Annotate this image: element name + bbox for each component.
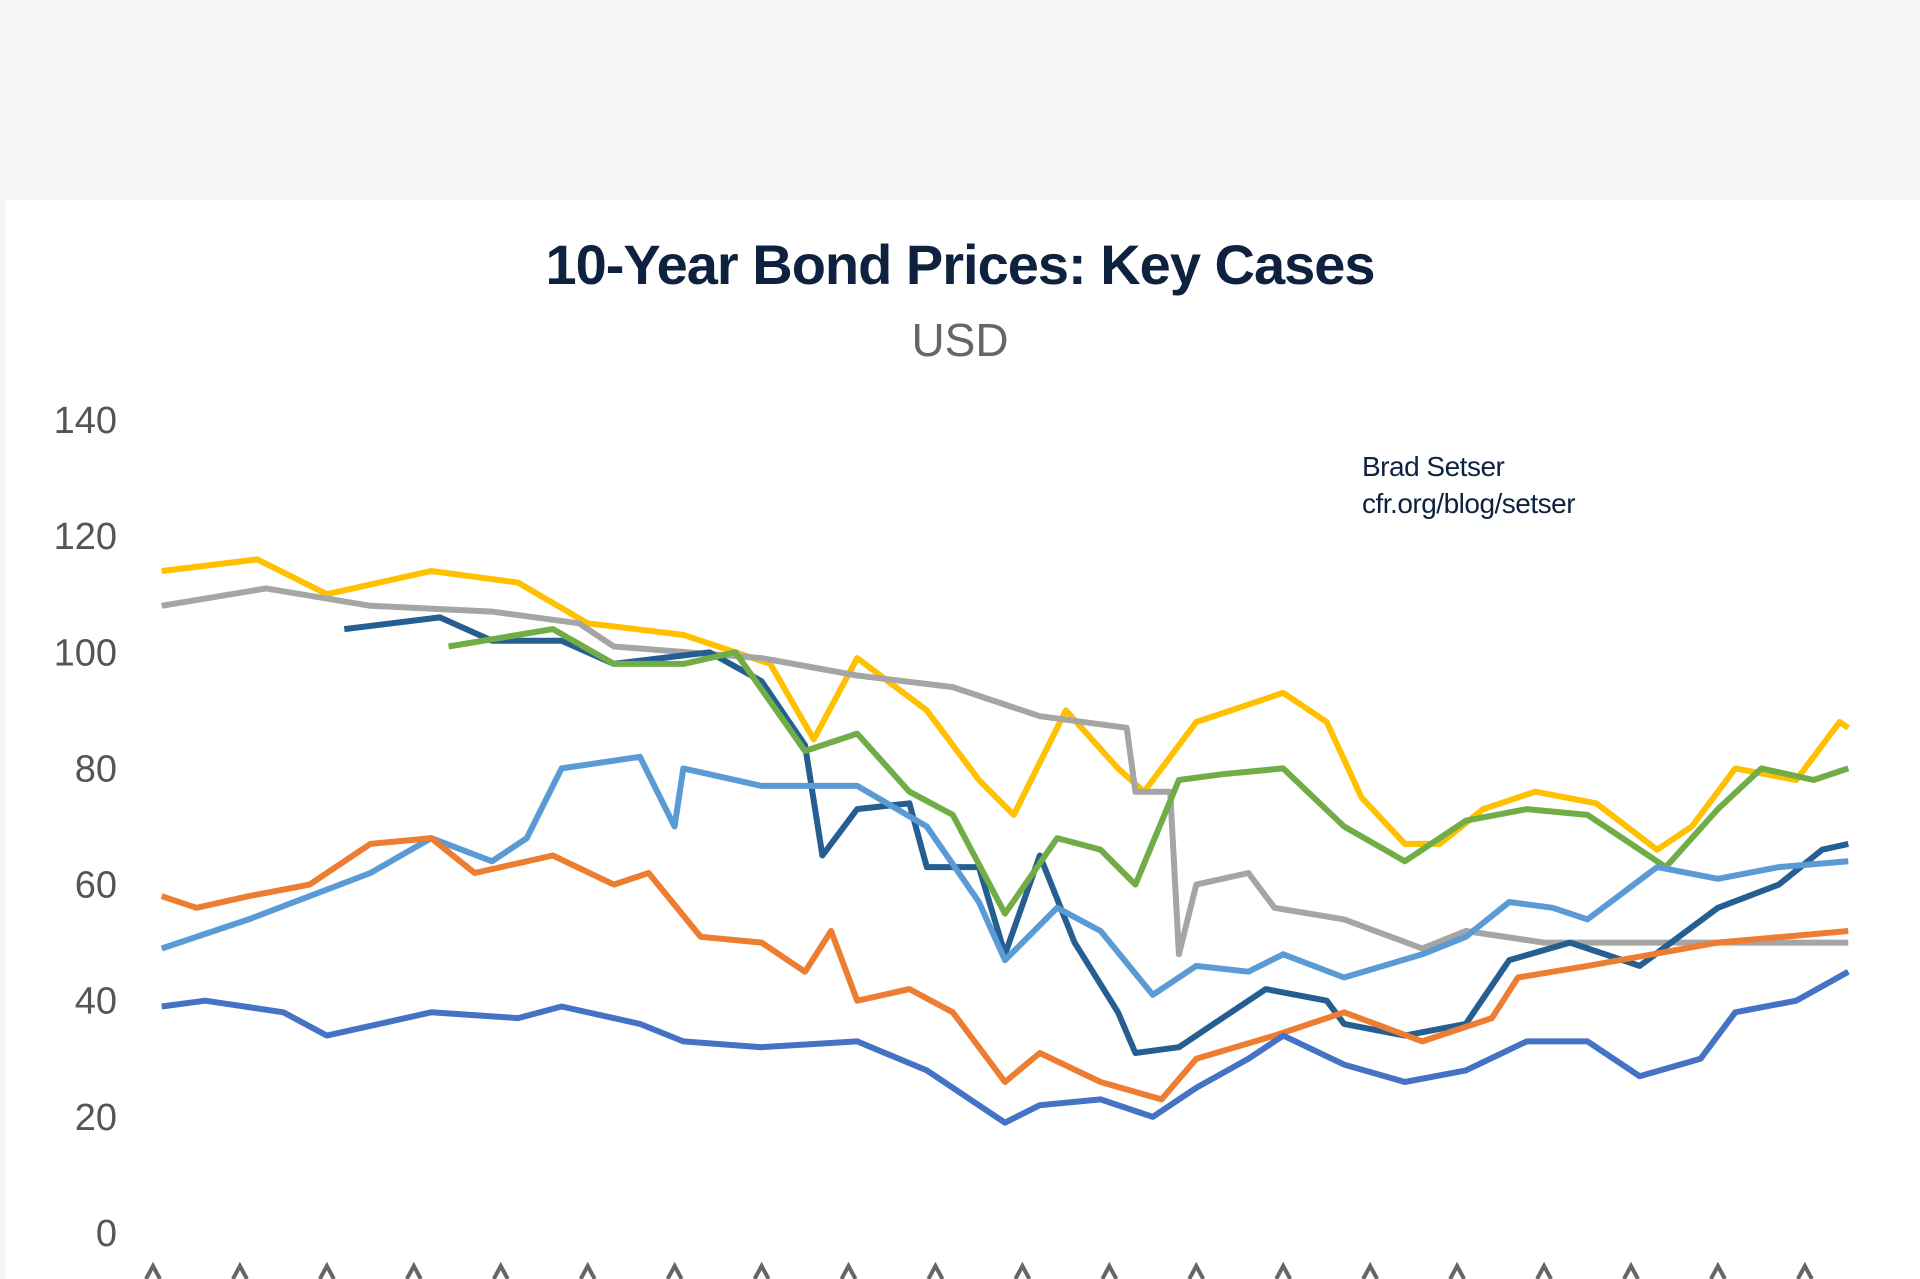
x-tick-label-cut (1796, 1261, 1814, 1279)
x-tick-label-cut (752, 1261, 771, 1279)
series-line-4 (160, 753, 1849, 998)
series-line-1 (161, 585, 1849, 958)
x-tick-label-cut (665, 1261, 684, 1279)
x-tick-label-cut (1013, 1261, 1032, 1279)
y-tick-label: 80 (75, 748, 117, 790)
series-line-3 (448, 626, 1850, 917)
x-tick-label-cut (1187, 1261, 1206, 1279)
chart-subtitle: USD (911, 314, 1009, 366)
y-tick-label: 120 (54, 516, 117, 558)
x-tick-label-cut (144, 1261, 162, 1279)
chart-card (6, 200, 1920, 1279)
annotation-author: Brad Setser (1362, 451, 1505, 482)
x-tick-label-cut (1361, 1261, 1379, 1279)
x-tick-label-cut (1622, 1261, 1640, 1279)
annotation-url: cfr.org/blog/setser (1362, 488, 1576, 519)
x-tick-label-cut (578, 1261, 597, 1279)
y-tick-label: 100 (54, 632, 117, 674)
x-tick-label-cut (1709, 1261, 1727, 1279)
x-tick-label-cut (405, 1261, 423, 1279)
x-tick-label-cut (1535, 1261, 1553, 1279)
y-tick-label: 60 (75, 865, 117, 907)
x-tick-label-cut (231, 1261, 249, 1279)
chart-title: 10-Year Bond Prices: Key Cases (545, 233, 1375, 296)
x-tick-label-cut (839, 1261, 858, 1279)
x-tick-label-cut (491, 1261, 510, 1279)
y-tick-label: 40 (75, 981, 117, 1023)
x-tick-label-cut (1100, 1261, 1119, 1279)
x-tick-label-cut (1274, 1261, 1292, 1279)
series-line-6 (161, 969, 1850, 1126)
y-tick-label: 0 (96, 1213, 117, 1255)
y-tick-label: 20 (75, 1097, 117, 1139)
x-tick-label-cut (1448, 1261, 1466, 1279)
annotation: Brad Setser cfr.org/blog/setser (1362, 448, 1576, 522)
x-tick-label-cut (926, 1261, 945, 1279)
series-line-5 (160, 835, 1849, 1103)
x-tick-label-cut (318, 1261, 336, 1279)
y-tick-label: 140 (54, 400, 117, 442)
